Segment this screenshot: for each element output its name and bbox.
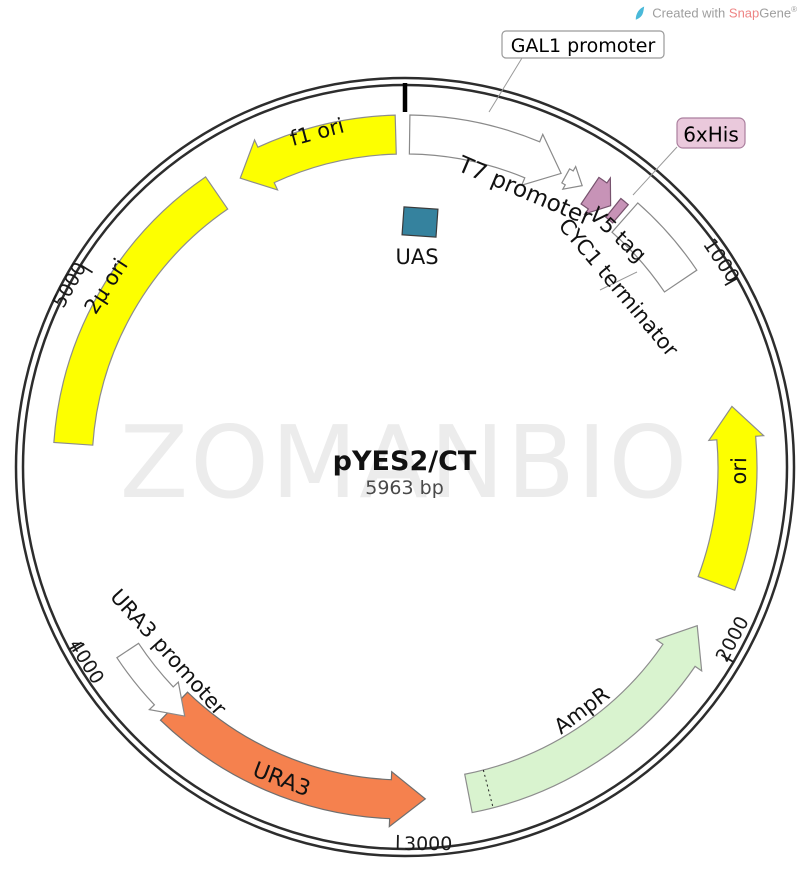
ori-label: ori: [727, 457, 751, 485]
6xhis-callout-box: [676, 117, 746, 149]
feature-cyc1-terminator: [611, 202, 698, 293]
feature-gal1-promoter: [408, 114, 562, 187]
snapgene-logo-icon: [636, 6, 645, 20]
ampr-signal-boundary: [482, 769, 494, 808]
cyc1-terminator-leader: [599, 271, 638, 291]
plasmid-backbone-outer-ring: [14, 76, 796, 858]
credit-text: Created with SnapGene®: [652, 5, 797, 20]
uas-label: UAS: [395, 245, 438, 269]
feature-2u-ori: [53, 176, 229, 446]
feature-v5-tag: [580, 176, 612, 216]
tick-label-3000: 3000: [404, 833, 452, 855]
feature-ura3: [159, 691, 427, 828]
plasmid-backbone-inner-ring: [21, 83, 789, 851]
tick-mark-5000: [80, 264, 94, 274]
tick-label-4000: 4000: [64, 635, 108, 688]
credit-brand-gene: Gene: [759, 5, 792, 21]
tick-label-2000: 2000: [712, 613, 754, 666]
feature-ura3-promoter: [116, 642, 186, 717]
feature-ori: [697, 405, 766, 592]
credit-registered-mark: ®: [791, 5, 797, 15]
credit-brand-snap: Snap: [728, 5, 760, 21]
feature-uas: [401, 206, 439, 238]
tick-mark-2000: [720, 654, 734, 663]
6xhis-callout-label: 6xHis: [683, 122, 739, 146]
6xhis-callout-leader: [632, 146, 678, 196]
gal1-promoter-callout-label: GAL1 promoter: [511, 35, 656, 57]
feature-f1-ori: [239, 114, 397, 191]
tick-mark-4000: [68, 641, 83, 651]
feature-ampr: [464, 624, 703, 814]
credit-bar: Created with SnapGene®: [632, 5, 797, 21]
tick-mark-1000: [724, 277, 738, 287]
feature-6xhis-tag: [604, 197, 630, 224]
gal1-promoter-callout-leader: [488, 57, 523, 113]
credit-created-with: Created with: [652, 5, 726, 21]
gal1-promoter-callout-box: [501, 30, 665, 59]
tick-label-1000: 1000: [698, 234, 743, 286]
feature-t7-promoter: [561, 165, 583, 191]
